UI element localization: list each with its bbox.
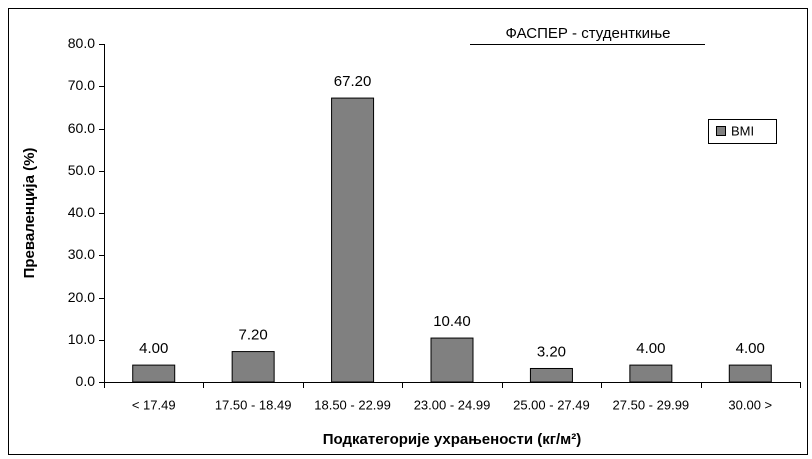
x-tick-label: 27.50 - 29.99 <box>613 397 690 412</box>
x-tick-label: 18.50 - 22.99 <box>314 397 391 412</box>
value-label: 7.20 <box>239 327 268 344</box>
legend-box <box>708 119 777 144</box>
y-tick-label: 80.0 <box>68 35 95 51</box>
x-axis-title: Подкатегорије ухрањености (кг/м²) <box>323 431 582 448</box>
legend-swatch <box>716 126 726 136</box>
y-tick-label: 10.0 <box>68 331 95 347</box>
bar <box>132 364 176 383</box>
x-tick-label: < 17.49 <box>132 397 176 412</box>
x-tick-label: 23.00 - 24.99 <box>414 397 491 412</box>
value-label: 67.20 <box>334 73 372 90</box>
bar <box>629 364 673 383</box>
x-tick-label: 30.00 > <box>728 397 772 412</box>
y-tick-label: 60.0 <box>68 120 95 136</box>
bar <box>231 351 275 383</box>
y-tick-label: 40.0 <box>68 204 95 220</box>
y-tick-label: 20.0 <box>68 289 95 305</box>
bar <box>728 364 772 383</box>
y-tick-label: 30.0 <box>68 246 95 262</box>
chart-frame <box>8 8 808 455</box>
value-label: 4.00 <box>139 340 168 357</box>
value-label: 4.00 <box>636 340 665 357</box>
y-axis-title: Преваленција (%) <box>21 148 38 279</box>
value-label: 10.40 <box>433 313 471 330</box>
y-tick-label: 70.0 <box>68 77 95 93</box>
chart-title: ФАСПЕР - студенткиње <box>506 25 671 42</box>
y-tick-label: 50.0 <box>68 162 95 178</box>
value-label: 4.00 <box>736 340 765 357</box>
bar <box>529 367 573 383</box>
legend-label: BMI <box>731 123 754 138</box>
x-tick-label: 25.00 - 27.49 <box>513 397 590 412</box>
bar <box>331 97 375 383</box>
y-tick-label: 0.0 <box>76 373 96 389</box>
bar <box>430 337 474 383</box>
x-tick-label: 17.50 - 18.49 <box>215 397 292 412</box>
value-label: 3.20 <box>537 343 566 360</box>
